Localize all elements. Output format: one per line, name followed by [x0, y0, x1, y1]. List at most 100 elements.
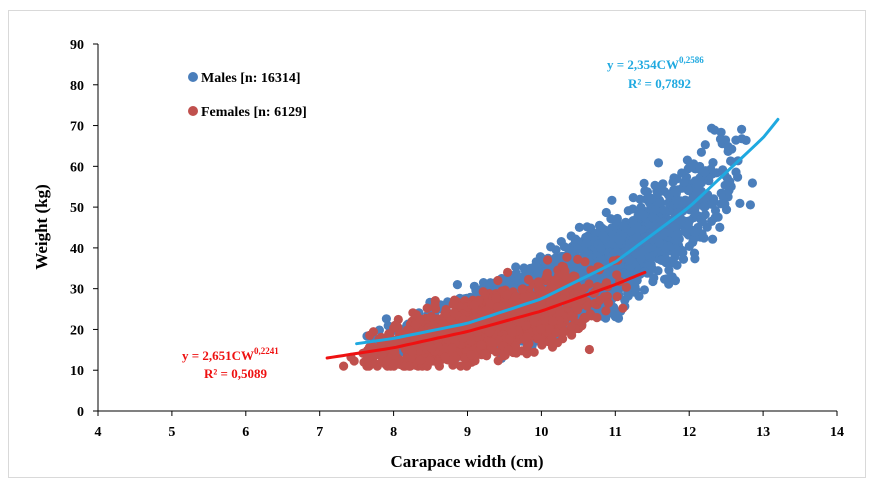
males-data-point [726, 156, 736, 166]
females-data-point [561, 272, 571, 282]
males-data-point [601, 207, 611, 218]
x-tick-label: 9 [464, 425, 471, 440]
males-data-point [737, 124, 747, 134]
females-data-point [364, 342, 375, 352]
females-data-point [567, 321, 577, 331]
males-data-point [639, 285, 650, 295]
x-tick-label: 4 [95, 425, 102, 440]
males-data-point [549, 256, 560, 266]
y-tick-label: 0 [77, 405, 84, 420]
males-data-point [644, 195, 654, 205]
females-data-point [440, 352, 450, 362]
x-tick-label: 11 [609, 425, 622, 440]
females-data-point [491, 293, 501, 303]
males-data-point [671, 248, 681, 258]
females-data-point [557, 279, 567, 289]
x-tick-label: 8 [390, 425, 397, 440]
males-data-point [648, 212, 658, 222]
females-equation: y = 2,651CW0,2241 [182, 346, 279, 363]
legend-marker-females [188, 106, 198, 116]
females-data-point [492, 302, 503, 312]
points-layer [339, 123, 758, 371]
males-data-point [664, 191, 674, 201]
males-data-point [625, 255, 635, 265]
females-data-point [368, 327, 378, 337]
males-data-point [636, 202, 646, 212]
females-data-point [469, 300, 479, 310]
females-data-point [555, 307, 565, 317]
males-equation-main: y = 2,354CW [607, 57, 679, 72]
females-data-point [548, 316, 558, 326]
females-data-point [573, 254, 583, 264]
males-data-point [697, 229, 707, 239]
females-data-point [382, 356, 392, 366]
legend: Males [n: 16314] Females [n: 6129] [188, 71, 307, 120]
y-tick-label: 20 [70, 323, 84, 338]
males-data-point [656, 255, 667, 265]
y-tick-label: 60 [70, 160, 84, 175]
females-data-point [523, 274, 534, 285]
females-data-point [584, 344, 595, 355]
males-data-point [633, 223, 643, 233]
males-data-point [716, 127, 726, 137]
x-tick-label: 14 [830, 425, 844, 440]
females-data-point [547, 342, 558, 352]
males-data-point [696, 214, 706, 225]
females-data-point [425, 356, 435, 366]
males-data-point [699, 167, 710, 177]
males-data-point [639, 210, 649, 220]
males-trend-annotation: y = 2,354CW0,2586 R² = 0,7892 [607, 55, 704, 91]
males-trend-line [355, 117, 780, 346]
males-data-point [690, 209, 700, 219]
females-data-point [404, 361, 414, 371]
males-data-point [600, 234, 610, 244]
females-data-point [517, 284, 527, 294]
females-data-point [558, 326, 568, 337]
y-tick-label: 50 [70, 201, 84, 216]
y-tick-label: 10 [70, 364, 84, 379]
males-data-point [745, 200, 756, 210]
males-data-point [720, 199, 730, 209]
females-data-point [570, 271, 580, 282]
females-data-point [543, 255, 553, 265]
males-data-point [723, 141, 733, 152]
males-data-point [670, 222, 680, 232]
x-tick-label: 13 [756, 425, 770, 440]
males-data-point [690, 227, 700, 237]
males-data-point [683, 185, 693, 196]
females-data-point [612, 292, 622, 302]
males-equation-exponent: 0,2586 [679, 55, 704, 65]
females-data-point [529, 347, 539, 357]
males-data-point [452, 280, 462, 290]
females-data-point [493, 275, 503, 286]
males-data-point [607, 195, 617, 205]
males-data-point [677, 168, 687, 178]
y-axis-title: Weight (kg) [32, 184, 51, 269]
females-data-point [536, 299, 546, 309]
females-data-point [520, 292, 530, 302]
females-data-point [339, 361, 349, 371]
females-data-point [448, 299, 458, 309]
males-data-point [699, 202, 709, 212]
x-axis-title: Carapace width (cm) [391, 452, 544, 471]
females-data-point [584, 279, 594, 289]
males-data-point [683, 220, 693, 230]
males-data-point [735, 198, 745, 208]
males-data-point [611, 217, 621, 227]
males-data-point [511, 268, 521, 279]
females-data-point [480, 349, 490, 359]
males-data-point [573, 244, 583, 254]
males-equation: y = 2,354CW0,2586 [607, 55, 704, 72]
males-data-point [668, 177, 678, 187]
males-data-point [706, 216, 717, 226]
females-data-point [441, 304, 451, 315]
y-tick-label: 70 [70, 120, 84, 135]
males-data-point [678, 254, 689, 264]
females-data-point [562, 252, 572, 262]
females-data-point [503, 345, 513, 355]
males-data-point [671, 230, 681, 240]
legend-marker-males [188, 72, 198, 82]
females-data-point [462, 361, 472, 371]
females-data-point [510, 292, 521, 302]
females-data-point [603, 298, 614, 308]
